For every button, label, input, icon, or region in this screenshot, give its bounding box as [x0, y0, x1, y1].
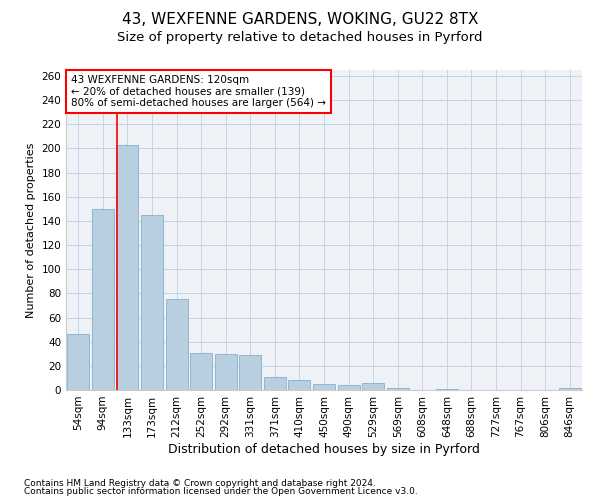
Bar: [338, 385, 359, 390]
Bar: [166, 300, 188, 390]
Bar: [116, 145, 139, 390]
Text: Contains public sector information licensed under the Open Government Licence v3: Contains public sector information licen…: [24, 487, 418, 496]
Bar: [92, 209, 114, 390]
Text: Contains HM Land Registry data © Crown copyright and database right 2024.: Contains HM Land Registry data © Crown c…: [24, 478, 376, 488]
Bar: [141, 215, 163, 390]
Bar: [264, 376, 286, 390]
Text: 43, WEXFENNE GARDENS, WOKING, GU22 8TX: 43, WEXFENNE GARDENS, WOKING, GU22 8TX: [122, 12, 478, 28]
Bar: [436, 389, 458, 390]
Bar: [559, 388, 581, 390]
X-axis label: Distribution of detached houses by size in Pyrford: Distribution of detached houses by size …: [168, 442, 480, 456]
Bar: [289, 380, 310, 390]
Bar: [190, 352, 212, 390]
Bar: [215, 354, 237, 390]
Text: 43 WEXFENNE GARDENS: 120sqm
← 20% of detached houses are smaller (139)
80% of se: 43 WEXFENNE GARDENS: 120sqm ← 20% of det…: [71, 75, 326, 108]
Bar: [386, 388, 409, 390]
Bar: [67, 334, 89, 390]
Bar: [362, 383, 384, 390]
Bar: [239, 355, 262, 390]
Bar: [313, 384, 335, 390]
Y-axis label: Number of detached properties: Number of detached properties: [26, 142, 36, 318]
Text: Size of property relative to detached houses in Pyrford: Size of property relative to detached ho…: [117, 31, 483, 44]
